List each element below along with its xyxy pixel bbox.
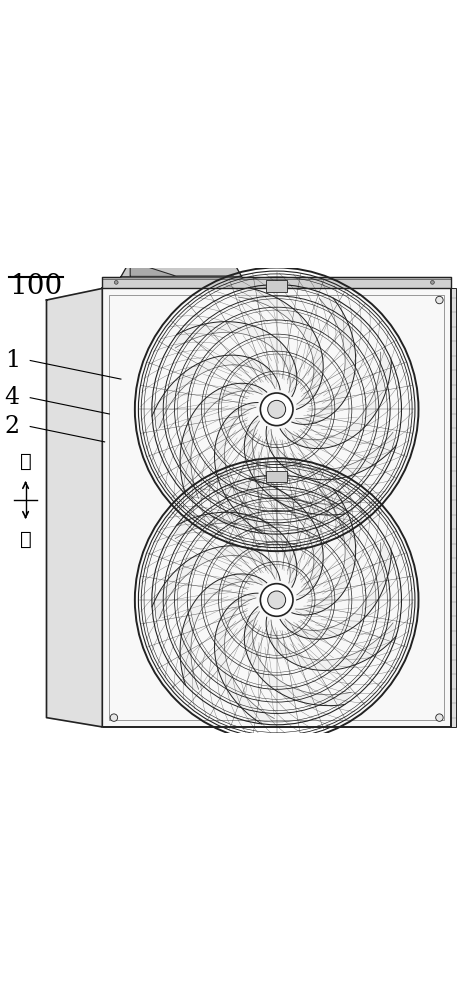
Polygon shape (121, 261, 242, 277)
Polygon shape (180, 383, 267, 499)
Circle shape (268, 591, 286, 609)
Polygon shape (152, 546, 280, 618)
Polygon shape (239, 478, 323, 600)
Polygon shape (152, 355, 280, 428)
Bar (451, 288, 456, 727)
Bar (266, 471, 287, 482)
Text: 2: 2 (5, 415, 20, 438)
Circle shape (209, 255, 214, 261)
Circle shape (275, 281, 279, 284)
Circle shape (268, 400, 286, 418)
Circle shape (190, 255, 196, 261)
Polygon shape (130, 261, 177, 276)
Polygon shape (167, 255, 228, 261)
Polygon shape (214, 593, 274, 724)
Text: 100: 100 (9, 273, 63, 300)
Bar (102, 288, 451, 727)
Polygon shape (175, 322, 297, 397)
Polygon shape (292, 489, 356, 615)
Bar (266, 280, 287, 292)
Circle shape (431, 281, 434, 284)
Polygon shape (180, 574, 267, 689)
Polygon shape (280, 352, 392, 449)
Bar (109, 295, 444, 720)
Polygon shape (214, 403, 274, 533)
Text: 4: 4 (5, 386, 20, 409)
Polygon shape (280, 543, 392, 639)
Text: 1: 1 (5, 349, 20, 372)
Circle shape (436, 296, 443, 304)
Polygon shape (46, 288, 102, 727)
Circle shape (436, 714, 443, 721)
Polygon shape (292, 298, 356, 424)
Bar (102, 277, 451, 288)
Circle shape (114, 281, 118, 284)
Polygon shape (239, 288, 323, 409)
Circle shape (260, 584, 293, 616)
Polygon shape (266, 617, 396, 670)
Polygon shape (244, 607, 351, 706)
Text: 下: 下 (20, 530, 32, 549)
Circle shape (260, 393, 293, 426)
Polygon shape (244, 416, 351, 515)
Polygon shape (175, 512, 297, 587)
Circle shape (110, 714, 118, 721)
Text: 上: 上 (20, 452, 32, 471)
Polygon shape (266, 427, 396, 480)
